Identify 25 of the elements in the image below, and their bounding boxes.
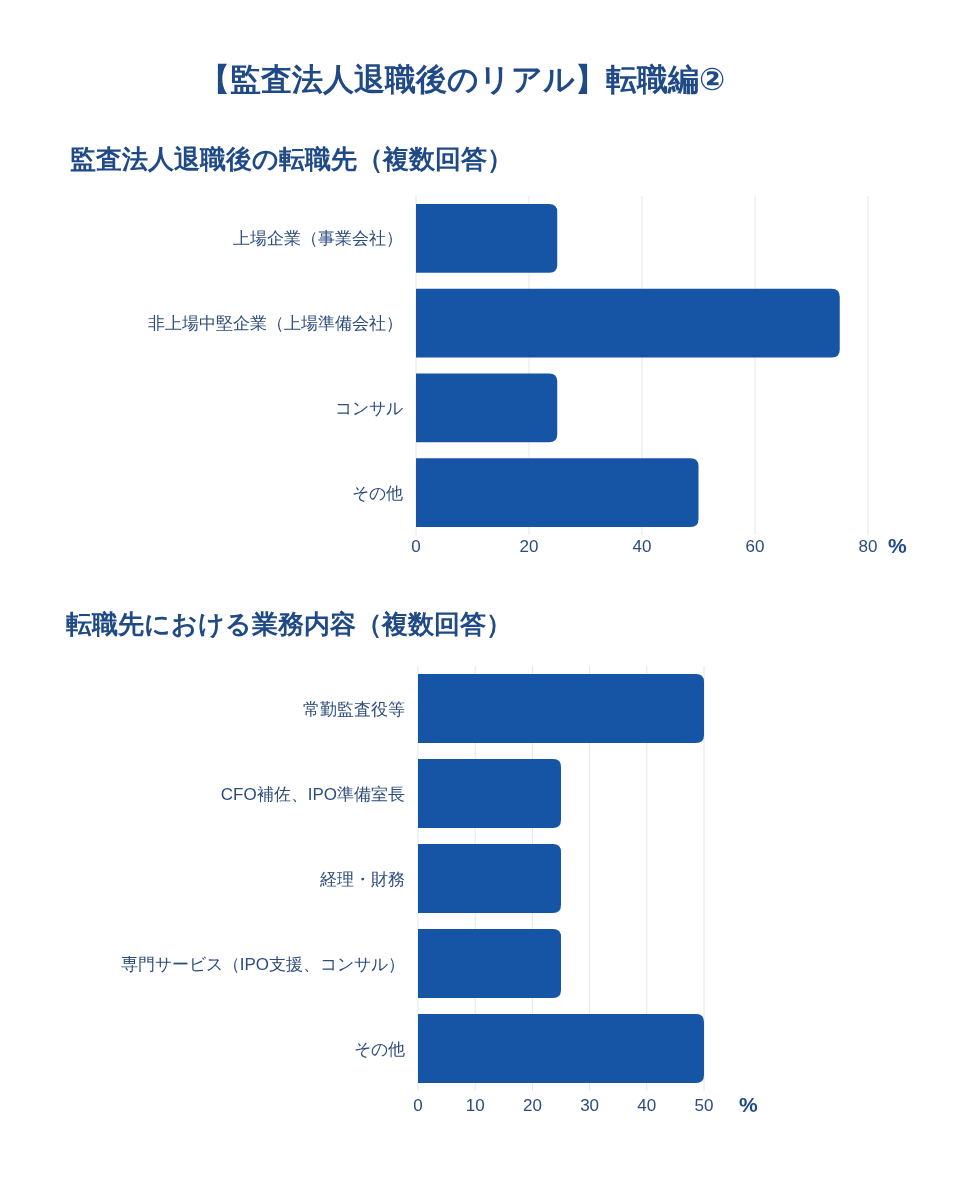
category-label: その他	[354, 1039, 405, 1059]
x-axis-title: %	[888, 534, 907, 557]
x-axis-title: %	[739, 1093, 758, 1116]
tick-label: 50	[694, 1096, 714, 1115]
tick-label: 20	[519, 537, 539, 556]
title: 転職先における業務内容（複数回答）	[66, 609, 512, 639]
tick-label: 10	[465, 1096, 485, 1115]
category-label: その他	[352, 483, 403, 503]
category-label: 非上場中堅企業（上場準備会社）	[148, 314, 403, 334]
category-label: コンサル	[335, 398, 403, 418]
title: 【監査法人退職後のリアル】転職編②	[198, 62, 726, 97]
category-label: CFO補佐、IPO準備室長	[220, 784, 405, 804]
tick-label: 40	[632, 537, 652, 556]
tick-label: 80	[858, 537, 878, 556]
tick-label: 40	[637, 1096, 657, 1115]
tick-label: 0	[411, 537, 421, 556]
category-label: 経理・財務	[320, 869, 405, 889]
category-label: 専門サービス（IPO支援、コンサル）	[120, 954, 405, 974]
category-label: 常勤監査役等	[303, 699, 405, 719]
category-label: 上場企業（事業会社）	[233, 229, 403, 249]
tick-label: 20	[522, 1096, 542, 1115]
tick-label: 0	[413, 1096, 423, 1115]
subtitle: 監査法人退職後の転職先（複数回答）	[70, 144, 513, 174]
tick-label: 60	[745, 537, 765, 556]
tick-label: 30	[580, 1096, 600, 1115]
